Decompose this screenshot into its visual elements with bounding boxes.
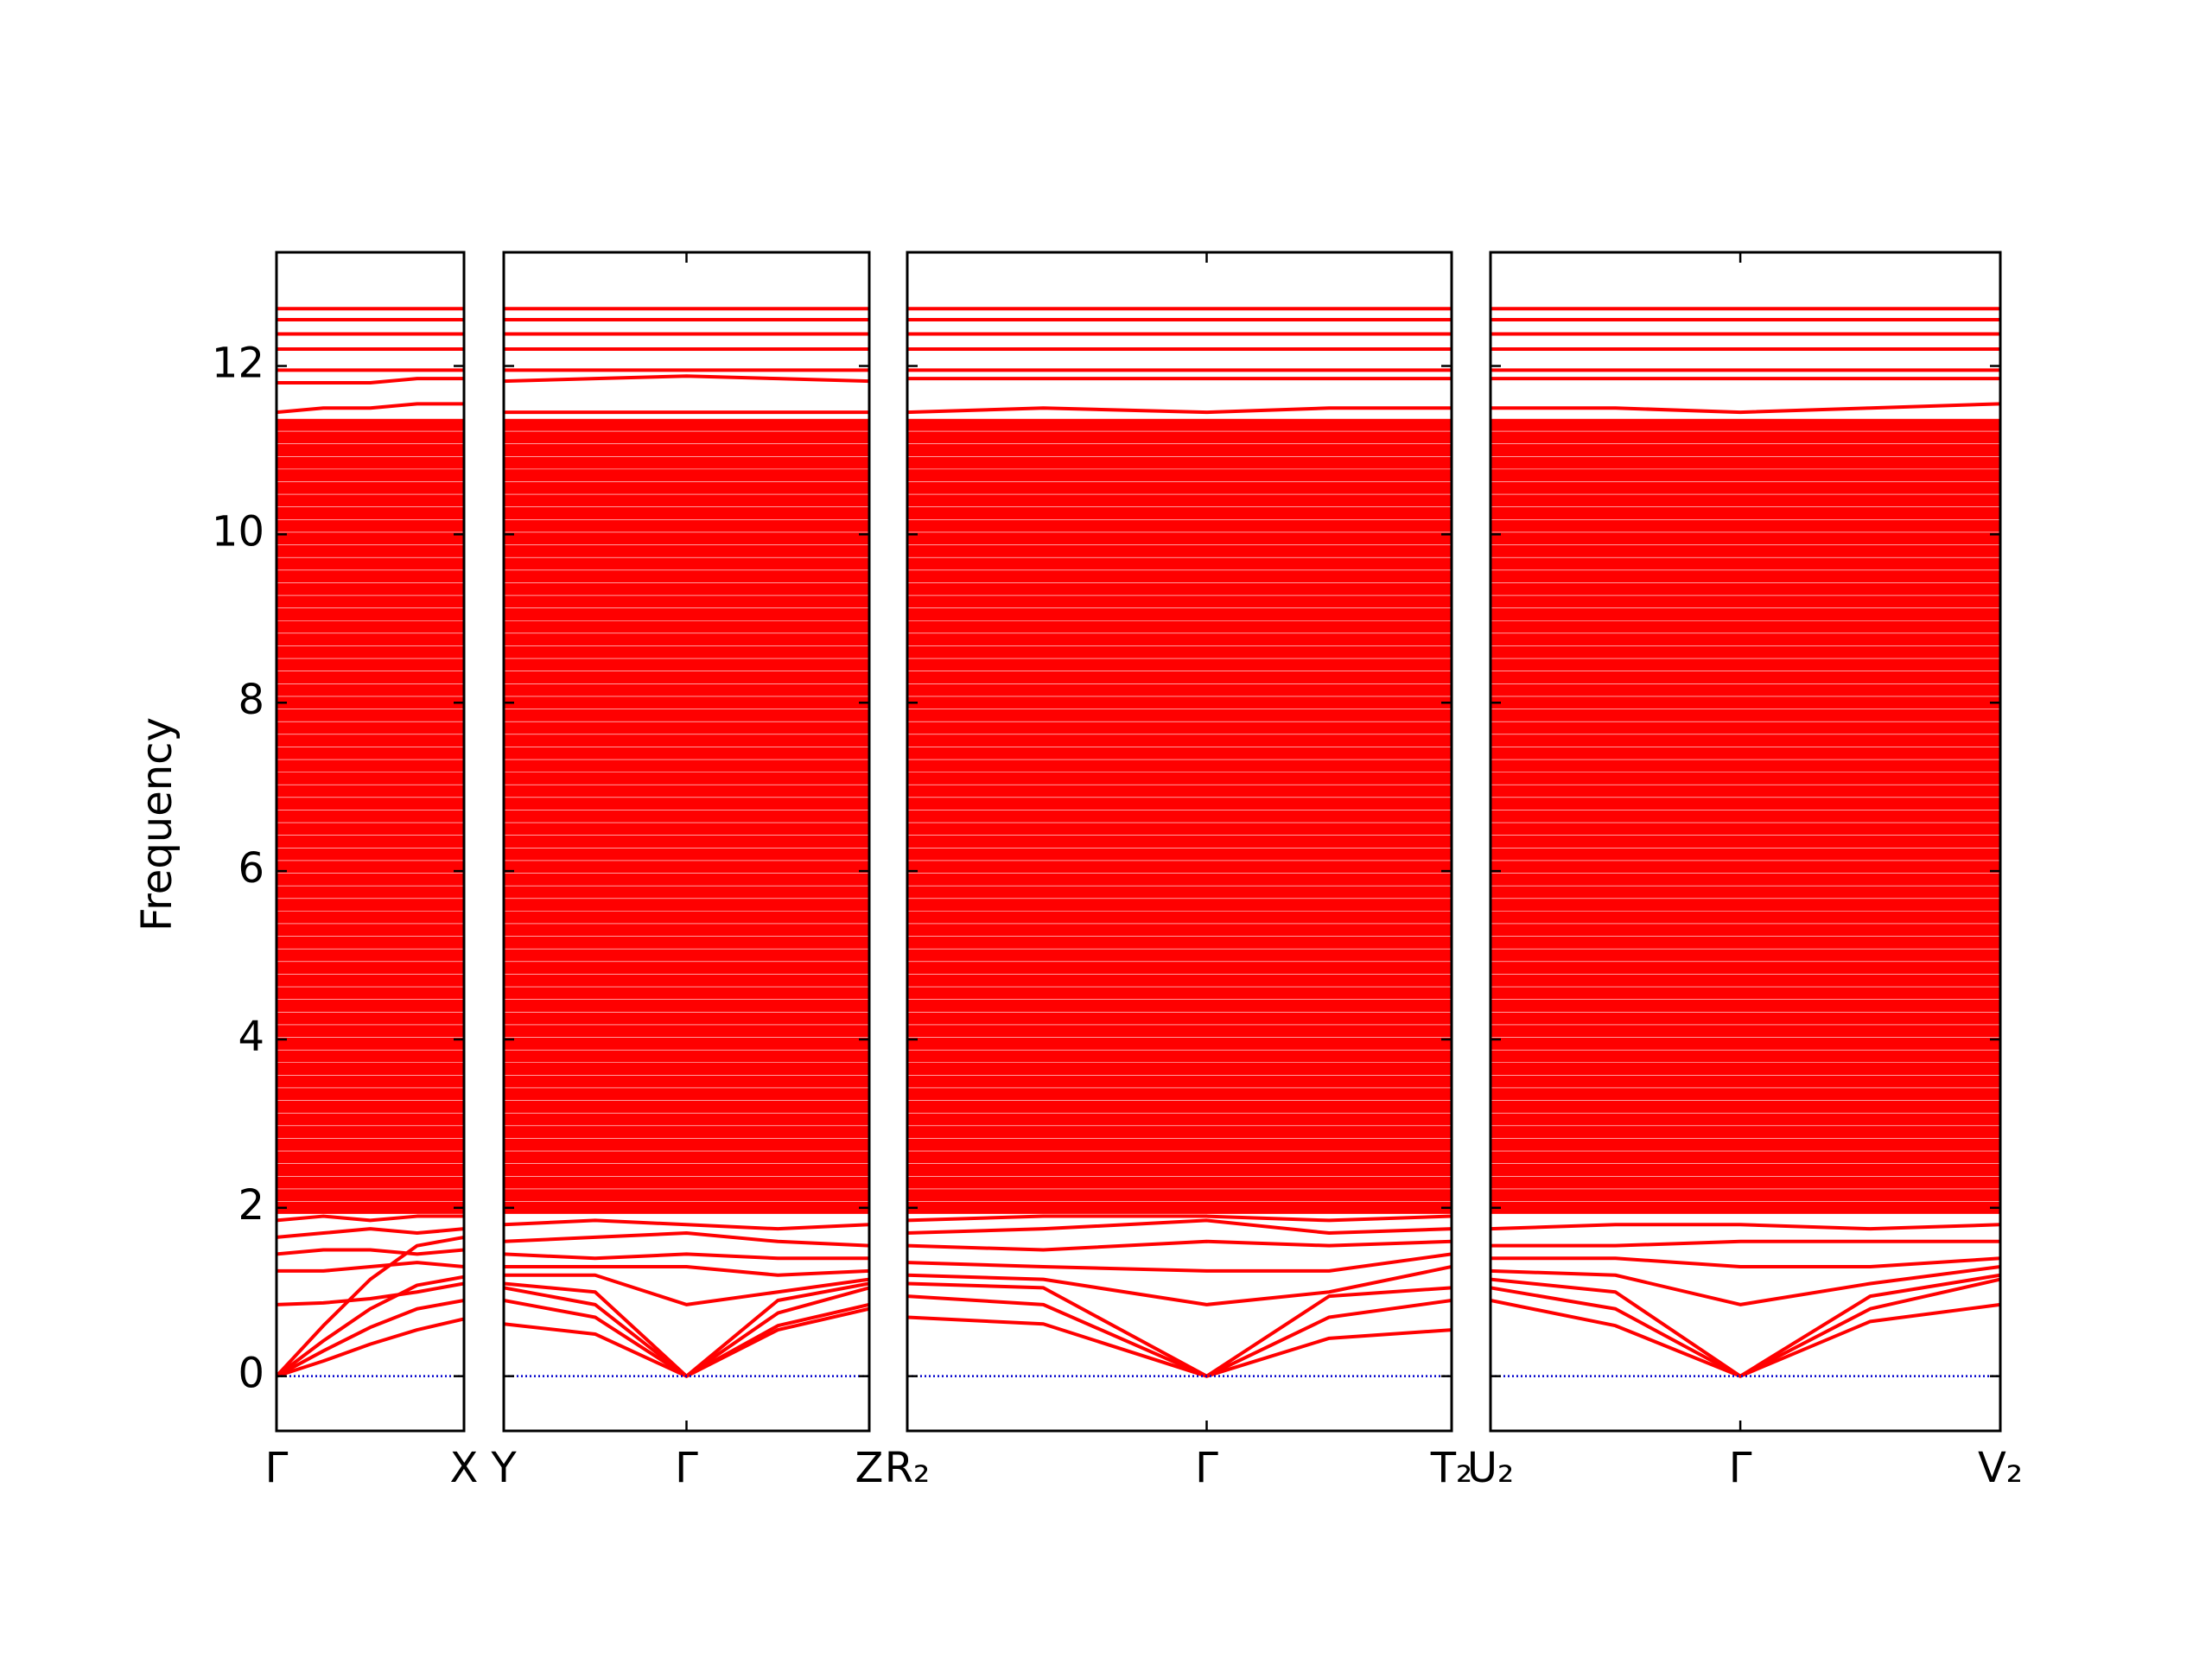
band [276, 1317, 464, 1378]
x-tick-label: Γ [1729, 1444, 1752, 1492]
x-tick-label: Γ [1195, 1444, 1218, 1492]
band [907, 1281, 1452, 1378]
band [504, 1231, 869, 1248]
band [276, 1227, 464, 1239]
panel-frame [1489, 251, 2002, 1433]
band [907, 1214, 1452, 1223]
band [907, 1218, 1452, 1236]
plot-area [1491, 307, 2000, 1378]
x-tick-label: Z [855, 1444, 884, 1492]
band [276, 402, 464, 415]
x-tick-label: Γ [675, 1444, 698, 1492]
band [276, 1214, 464, 1223]
band [276, 1235, 464, 1378]
band [504, 1273, 869, 1306]
panel-frame [275, 251, 466, 1433]
band [1491, 1265, 2000, 1306]
band [907, 1239, 1452, 1252]
band [504, 1218, 869, 1231]
x-tick-label: Γ [265, 1444, 289, 1492]
y-axis-label: Frequency [133, 717, 181, 931]
panel-frame [906, 251, 1453, 1433]
x-tick-label: R₂ [885, 1444, 931, 1492]
y-tick-label: 8 [238, 676, 264, 724]
y-tick-label: 0 [238, 1350, 264, 1398]
band [907, 1252, 1452, 1273]
band [1491, 1299, 2000, 1378]
y-tick-label: 4 [238, 1013, 264, 1061]
band [504, 1252, 869, 1261]
band [907, 1265, 1452, 1306]
x-tick-label: Y [490, 1444, 517, 1492]
y-tick-label: 12 [212, 340, 264, 388]
band [276, 1281, 464, 1306]
plot-area [276, 307, 464, 1378]
band [1491, 1277, 2000, 1378]
band [907, 406, 1452, 415]
band [504, 1286, 869, 1378]
band [1491, 1273, 2000, 1378]
x-tick-label: X [450, 1444, 479, 1492]
band [276, 1274, 464, 1378]
band [504, 1299, 869, 1378]
band [907, 1315, 1452, 1378]
band [1491, 1239, 2000, 1248]
y-tick-label: 2 [238, 1181, 264, 1230]
x-tick-label: T₂ [1430, 1444, 1473, 1492]
plot-area [504, 307, 869, 1378]
band [276, 377, 464, 385]
band [504, 1265, 869, 1277]
band [276, 1299, 464, 1378]
band [1491, 402, 2000, 415]
plot-area [907, 307, 1452, 1378]
y-tick-label: 6 [238, 844, 264, 893]
band [504, 374, 869, 384]
x-tick-label: V₂ [1978, 1444, 2023, 1492]
band [1491, 1223, 2000, 1231]
panel-frame [502, 251, 871, 1433]
band [276, 1248, 464, 1256]
y-tick-label: 10 [212, 507, 264, 556]
band [276, 1261, 464, 1273]
x-tick-label: U₂ [1467, 1444, 1514, 1492]
band [1491, 1256, 2000, 1269]
